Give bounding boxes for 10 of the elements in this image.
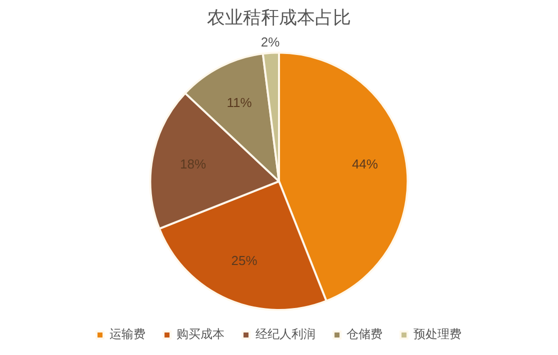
legend-label: 运输费 [110, 327, 146, 342]
chart-title: 农业秸秆成本占比 [207, 7, 351, 28]
legend-label: 购买成本 [176, 327, 224, 342]
data-label: 25% [231, 253, 258, 268]
data-label: 11% [226, 94, 252, 110]
legend-label: 仓储费 [346, 327, 382, 342]
data-label: 2% [260, 34, 280, 50]
legend-label: 预处理费 [414, 327, 462, 342]
legend-label: 经纪人利润 [256, 327, 316, 342]
data-label: 44% [352, 156, 378, 172]
